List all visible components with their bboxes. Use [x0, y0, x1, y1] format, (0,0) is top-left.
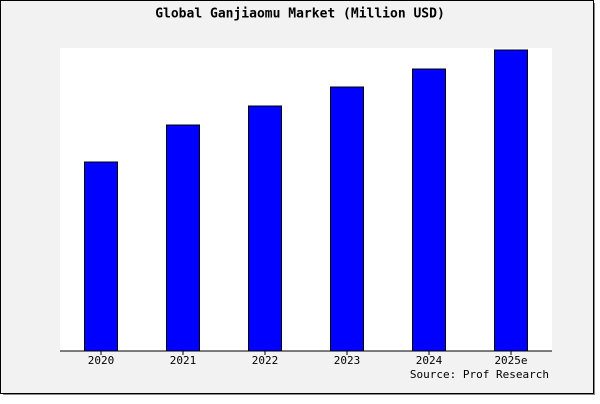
x-tick-label: 2024: [416, 354, 443, 367]
bar: [166, 124, 200, 352]
bar: [248, 105, 282, 352]
bar: [84, 161, 118, 352]
plot-area: [60, 48, 552, 351]
bar: [330, 86, 364, 352]
bar: [494, 49, 528, 352]
x-tick-label: 2025e: [494, 354, 527, 367]
bar: [412, 68, 446, 352]
x-tick-label: 2020: [88, 354, 115, 367]
x-tick-label: 2022: [252, 354, 279, 367]
chart-title: Global Ganjiaomu Market (Million USD): [155, 7, 445, 22]
x-tick-label: 2021: [170, 354, 197, 367]
source: Source: Prof Research: [410, 368, 549, 381]
x-tick-label: 2023: [334, 354, 361, 367]
